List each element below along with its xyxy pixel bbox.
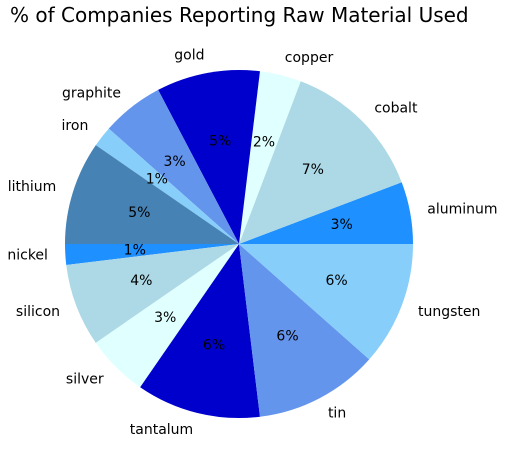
percent-label-silver: 3% (154, 310, 176, 326)
category-label-iron: iron (62, 118, 89, 134)
category-label-tin: tin (328, 405, 346, 421)
category-label-silicon: silicon (16, 304, 60, 320)
pie-slice-silicon (66, 244, 240, 343)
percent-label-silicon: 4% (130, 273, 152, 289)
category-labels: aluminum cobalt copper gold graphite iron lith… (7, 48, 497, 438)
category-label-tantalum: tantalum (130, 422, 193, 438)
pie-slice-lithium (65, 145, 239, 244)
category-label-tungsten: tungsten (418, 304, 480, 320)
pie-slice-cobalt (239, 81, 402, 244)
pie-slice-gold (158, 70, 260, 244)
percent-label-lithium: 5% (128, 205, 150, 221)
pie-slice-iron (95, 128, 239, 244)
category-label-lithium: lithium (8, 179, 57, 195)
pie-slice-aluminum (239, 182, 413, 244)
pie-slice-copper (239, 71, 301, 245)
category-label-graphite: graphite (62, 85, 121, 101)
percent-label-gold: 5% (209, 133, 231, 149)
pie-slice-silver (95, 244, 239, 388)
pie-slice-nickel (65, 244, 239, 265)
percent-label-cobalt: 7% (302, 162, 324, 178)
percent-label-tin: 6% (276, 328, 298, 344)
percent-label-graphite: 3% (164, 154, 186, 170)
pie-slice-graphite (108, 89, 239, 245)
percent-label-copper: 2% (253, 135, 275, 151)
category-label-silver: silver (66, 371, 104, 387)
category-label-gold: gold (174, 48, 204, 64)
pie-slice-tin (239, 244, 370, 417)
percent-label-tungsten: 6% (326, 273, 348, 289)
pie-slice-tungsten (239, 244, 413, 360)
chart-title: % of Companies Reporting Raw Material Us… (10, 3, 469, 27)
percent-label-iron: 1% (146, 172, 168, 188)
category-label-nickel: nickel (7, 248, 48, 264)
pie-slice-tantalum (140, 244, 260, 418)
percent-label-nickel: 1% (124, 242, 146, 258)
category-label-copper: copper (285, 50, 334, 66)
percent-label-aluminum: 3% (331, 217, 353, 233)
percent-labels: 3% 7% 2% 5% 3% 1% 5% 1% 4% 3% 6% 6% 6% (124, 133, 353, 353)
pie-slices (65, 70, 413, 418)
category-label-aluminum: aluminum (427, 202, 497, 218)
percent-label-tantalum: 6% (203, 337, 225, 353)
category-label-cobalt: cobalt (374, 101, 418, 117)
